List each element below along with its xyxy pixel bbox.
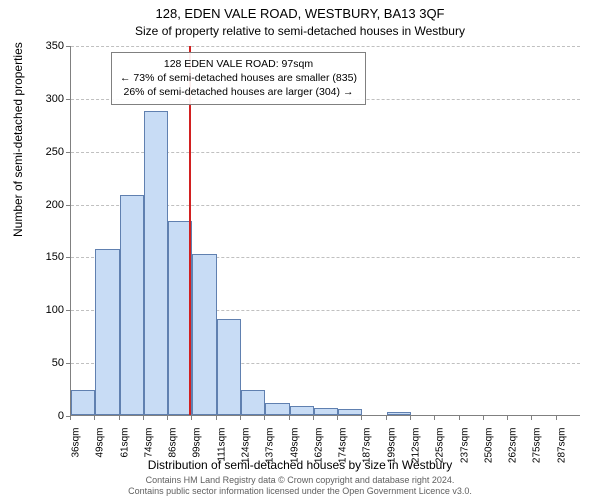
annotation-line1: 128 EDEN VALE ROAD: 97sqm (120, 57, 357, 71)
annotation-line2: ← 73% of semi-detached houses are smalle… (120, 71, 357, 85)
y-tick-label: 100 (34, 304, 64, 316)
x-tick-mark (143, 416, 144, 420)
y-axis-label: Number of semi-detached properties (11, 42, 25, 237)
footer-line2: Contains public sector information licen… (0, 486, 600, 498)
grid-line (71, 46, 580, 47)
x-tick-mark (459, 416, 460, 420)
x-tick-mark (507, 416, 508, 420)
y-tick-mark (66, 310, 70, 311)
y-tick-mark (66, 205, 70, 206)
x-tick-mark (313, 416, 314, 420)
x-tick-mark (216, 416, 217, 420)
histogram-bar (192, 254, 216, 415)
x-tick-mark (531, 416, 532, 420)
chart-title-sub: Size of property relative to semi-detach… (0, 24, 600, 38)
histogram-bar (290, 406, 314, 416)
x-tick-mark (361, 416, 362, 420)
x-tick-mark (289, 416, 290, 420)
histogram-bar (338, 409, 362, 415)
x-tick-mark (94, 416, 95, 420)
chart-title-main: 128, EDEN VALE ROAD, WESTBURY, BA13 3QF (0, 6, 600, 21)
histogram-bar (217, 319, 241, 415)
x-tick-mark (337, 416, 338, 420)
x-tick-mark (483, 416, 484, 420)
y-tick-label: 250 (34, 146, 64, 158)
x-tick-mark (264, 416, 265, 420)
y-tick-mark (66, 46, 70, 47)
x-tick-mark (240, 416, 241, 420)
histogram-bar (314, 408, 338, 415)
y-tick-label: 50 (34, 357, 64, 369)
x-tick-mark (386, 416, 387, 420)
footer: Contains HM Land Registry data © Crown c… (0, 475, 600, 498)
histogram-bar (95, 249, 119, 415)
histogram-bar (144, 111, 168, 415)
x-tick-mark (70, 416, 71, 420)
y-tick-mark (66, 363, 70, 364)
annotation-line3: 26% of semi-detached houses are larger (… (120, 85, 357, 99)
x-tick-mark (434, 416, 435, 420)
x-tick-mark (167, 416, 168, 420)
y-tick-label: 0 (34, 410, 64, 422)
y-tick-label: 150 (34, 251, 64, 263)
x-tick-mark (119, 416, 120, 420)
x-axis-label: Distribution of semi-detached houses by … (0, 458, 600, 472)
y-tick-mark (66, 152, 70, 153)
histogram-bar (241, 390, 265, 415)
x-tick-mark (556, 416, 557, 420)
x-tick-mark (410, 416, 411, 420)
annotation-box: 128 EDEN VALE ROAD: 97sqm ← 73% of semi-… (111, 52, 366, 105)
x-tick-mark (191, 416, 192, 420)
chart-container: 128, EDEN VALE ROAD, WESTBURY, BA13 3QF … (0, 0, 600, 500)
footer-line1: Contains HM Land Registry data © Crown c… (0, 475, 600, 487)
y-tick-mark (66, 99, 70, 100)
y-tick-mark (66, 257, 70, 258)
plot-area: 128 EDEN VALE ROAD: 97sqm ← 73% of semi-… (70, 46, 580, 416)
histogram-bar (265, 403, 289, 415)
histogram-bar (71, 390, 95, 415)
histogram-bar (120, 195, 144, 415)
y-tick-label: 350 (34, 40, 64, 52)
histogram-bar (387, 412, 411, 415)
y-tick-label: 200 (34, 199, 64, 211)
y-tick-label: 300 (34, 93, 64, 105)
